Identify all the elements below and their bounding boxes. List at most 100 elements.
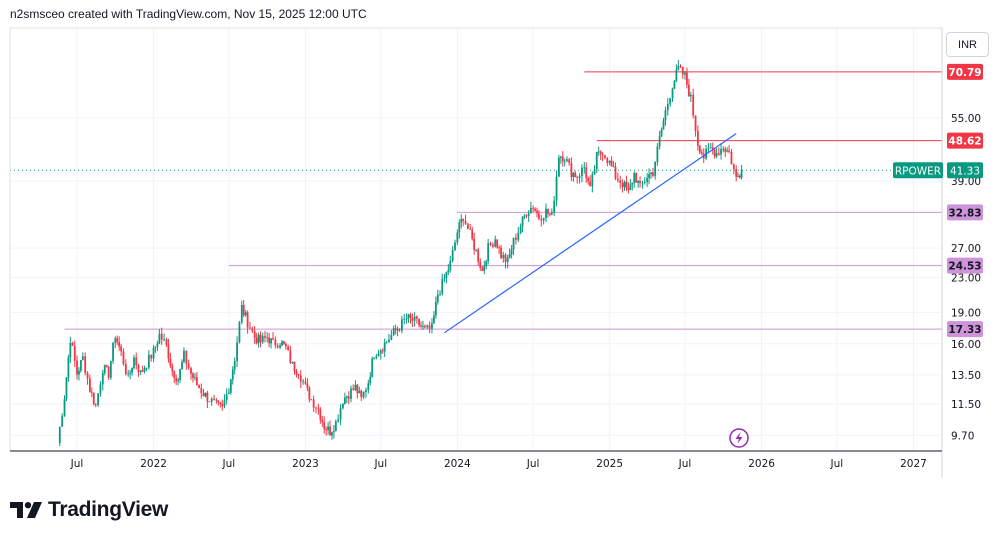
- candle-body: [643, 182, 646, 183]
- candle-body: [229, 379, 232, 393]
- candle-body: [568, 159, 571, 163]
- candle-body: [646, 178, 649, 183]
- candle-body: [458, 222, 461, 233]
- candle-body: [547, 208, 549, 214]
- plot-frame: [9, 27, 943, 452]
- candle-body: [420, 325, 422, 327]
- candle-body: [99, 384, 102, 394]
- candle-body: [664, 110, 667, 121]
- candle-body: [454, 242, 456, 251]
- chart-grid: [10, 28, 942, 451]
- candle-body: [506, 257, 509, 262]
- candle-body: [236, 342, 238, 362]
- candle-body: [392, 328, 395, 336]
- candle-body: [726, 150, 729, 152]
- trendline[interactable]: [444, 133, 737, 334]
- candle-body: [272, 338, 274, 340]
- candle-body: [738, 175, 741, 178]
- candle-body: [251, 328, 254, 332]
- candle-body: [339, 408, 342, 420]
- candle-body: [383, 342, 386, 352]
- candle-body: [572, 172, 575, 177]
- candle-body: [521, 216, 524, 227]
- candle-body: [261, 335, 264, 342]
- candle-body: [441, 278, 444, 294]
- candle-body: [264, 335, 266, 338]
- candle-body: [656, 146, 659, 163]
- candle-body: [249, 327, 251, 329]
- candle-body: [502, 254, 505, 258]
- candle-body: [156, 343, 159, 347]
- candle-body: [127, 373, 130, 375]
- candle-body: [713, 149, 716, 157]
- y-tick-label: 9.70: [951, 430, 974, 442]
- candle-body: [141, 370, 144, 372]
- candle-body: [669, 98, 672, 104]
- last-price-labels: RPOWER 41.33: [893, 162, 983, 179]
- lightning-icon[interactable]: [729, 428, 749, 448]
- candle-body: [623, 181, 626, 188]
- candle-body: [84, 356, 87, 374]
- candle-body: [666, 103, 669, 111]
- candle-body: [500, 247, 502, 258]
- candle-body: [167, 344, 170, 359]
- candle-body: [525, 215, 528, 217]
- candle-body: [447, 269, 450, 273]
- candle-body: [677, 66, 680, 70]
- candle-body: [213, 398, 215, 400]
- candle-body: [204, 392, 207, 397]
- tradingview-logo[interactable]: TradingView: [10, 498, 168, 522]
- level-label: 32.83: [948, 207, 981, 219]
- candle-body: [515, 237, 517, 240]
- candle-body: [481, 267, 484, 271]
- candle-body: [469, 229, 472, 230]
- candle-body: [559, 156, 562, 158]
- candle-body: [360, 390, 363, 398]
- candle-body: [150, 354, 153, 359]
- candle-body: [208, 401, 211, 403]
- candle-body: [424, 326, 426, 328]
- candle-body: [183, 350, 185, 362]
- candle-body: [221, 403, 224, 407]
- candle-body: [687, 84, 690, 97]
- candle-body: [90, 391, 93, 393]
- candle-body: [467, 223, 469, 230]
- candle-body: [200, 388, 203, 394]
- candle-body: [398, 329, 401, 331]
- currency-button[interactable]: INR: [946, 32, 989, 57]
- candle-body: [342, 403, 344, 409]
- candle-body: [574, 172, 577, 178]
- candle-body: [433, 315, 435, 324]
- candle-body: [350, 388, 352, 399]
- candle-body: [597, 151, 600, 153]
- candle-body: [519, 226, 522, 233]
- candle-body: [616, 178, 619, 181]
- candle-body: [652, 172, 654, 176]
- candle-body: [63, 399, 66, 417]
- candle-body: [737, 175, 739, 177]
- chart-caption: n2smsceo created with TradingView.com, N…: [10, 7, 367, 21]
- candle-body: [587, 178, 590, 182]
- candle-body: [315, 407, 317, 409]
- x-tick-label: Jul: [830, 458, 844, 470]
- candle-body: [129, 372, 132, 374]
- candle-body: [206, 392, 209, 402]
- candle-body: [558, 157, 560, 177]
- candle-body: [612, 166, 615, 168]
- candle-body: [133, 357, 135, 368]
- candle-body: [527, 213, 530, 217]
- candle-body: [445, 272, 448, 279]
- candle-body: [103, 365, 106, 374]
- candle-body: [112, 342, 114, 362]
- symbol-label-box: [893, 162, 943, 179]
- candle-body: [319, 409, 322, 420]
- candle-body: [73, 345, 76, 361]
- candle-body: [354, 384, 357, 390]
- candle-body: [145, 367, 148, 369]
- candle-body: [548, 213, 551, 215]
- candle-body: [606, 158, 609, 163]
- candle-body: [257, 334, 260, 344]
- candle-body: [428, 325, 431, 329]
- candle-body: [377, 353, 380, 357]
